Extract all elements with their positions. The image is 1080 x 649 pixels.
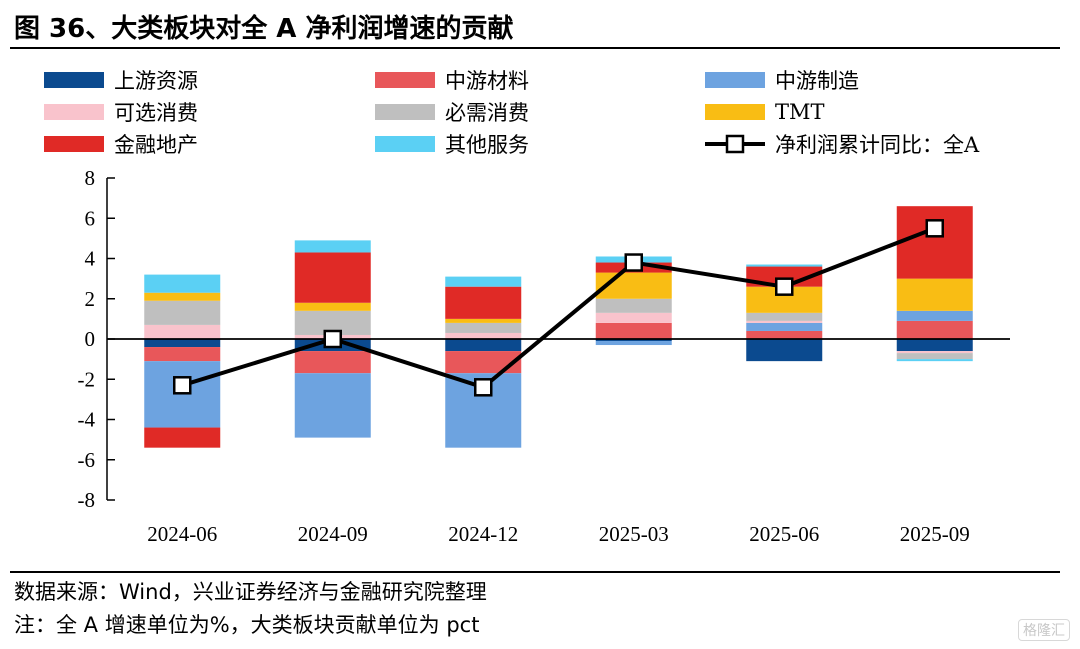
x-tick-label-2025-09: 2025-09	[900, 522, 970, 546]
legend-swatch-services	[375, 136, 435, 152]
legend-label-discretionary: 可选消费	[114, 101, 198, 125]
bar-segment-6-2024-12	[445, 286, 522, 319]
bar-segment-1-2024-09	[294, 351, 371, 374]
bar-segment-7-2024-06	[144, 274, 221, 293]
bar-segment-0-2025-06	[746, 339, 823, 362]
legend-label-services: 其他服务	[445, 133, 529, 157]
bar-segment-3-2024-12	[445, 332, 522, 339]
y-tick-label--4: -4	[78, 408, 96, 432]
legend-label-upstream: 上游资源	[114, 69, 198, 93]
line-point-2024-06	[173, 376, 192, 395]
unit-note: 注：全 A 增速单位为%，大类板块贡献单位为 pct	[14, 613, 480, 637]
bar-segment-3-2025-09	[896, 351, 973, 354]
y-tick-label-4: 4	[85, 247, 96, 271]
legend-swatch-staples	[375, 104, 435, 120]
x-tick-label-2024-12: 2024-12	[448, 522, 518, 546]
legend-line-marker-icon	[705, 134, 765, 154]
x-tick-label-2025-03: 2025-03	[599, 522, 669, 546]
bar-segment-6-2024-09	[294, 252, 371, 303]
legend-item-upstream: 上游资源	[44, 67, 198, 93]
legend-swatch-finance	[44, 136, 104, 152]
legend-label-tmt: TMT	[775, 100, 825, 124]
bar-segment-5-2024-06	[144, 292, 221, 301]
bar-segment-1-2024-06	[144, 347, 221, 362]
line-series	[181, 226, 936, 390]
bar-segment-6-2024-06	[144, 427, 221, 448]
legend-item-discretionary: 可选消费	[44, 99, 198, 125]
legend-swatch-manufacturing	[705, 72, 765, 88]
bar-segment-0-2024-06	[144, 339, 221, 348]
bar-segment-3-2024-06	[144, 324, 221, 339]
watermark-logo: 格隆汇	[1018, 619, 1070, 641]
line-point-2025-06	[775, 277, 794, 296]
bar-segment-7-2024-12	[445, 276, 522, 287]
x-tick-label-2024-06: 2024-06	[147, 522, 217, 546]
bar-segment-6-2025-09	[896, 206, 973, 279]
legend-item-materials: 中游材料	[375, 67, 529, 93]
bar-segment-5-2024-09	[294, 302, 371, 311]
legend-item-tmt: TMT	[705, 99, 825, 125]
legend-item-line: 净利润累计同比：全A	[705, 131, 979, 157]
legend-swatch-upstream	[44, 72, 104, 88]
legend-item-services: 其他服务	[375, 131, 529, 157]
bar-segment-1-2025-03	[595, 322, 672, 339]
bar-segment-0-2024-12	[445, 339, 522, 352]
bar-segment-1-2024-12	[445, 351, 522, 374]
bar-segment-2-2025-03	[595, 341, 672, 346]
bar-segment-2-2024-09	[294, 373, 371, 438]
legend-swatch-materials	[375, 72, 435, 88]
bar-segment-5-2025-09	[896, 278, 973, 311]
legend-label-materials: 中游材料	[445, 69, 529, 93]
bar-segment-4-2024-06	[144, 300, 221, 325]
title-rule	[10, 47, 1060, 49]
y-tick-label-8: 8	[85, 166, 96, 190]
bar-segment-4-2025-09	[896, 353, 973, 360]
line-point-2025-03	[624, 253, 643, 272]
bar-segment-7-2025-09	[896, 359, 973, 362]
legend-label-manufacturing: 中游制造	[775, 69, 859, 93]
source-rule	[10, 571, 1060, 573]
legend-label-line: 净利润累计同比：全A	[775, 133, 980, 157]
legend-swatch-tmt	[705, 104, 765, 120]
bar-segment-1-2025-06	[746, 330, 823, 339]
legend-label-finance: 金融地产	[114, 133, 198, 157]
y-tick-label-0: 0	[85, 327, 96, 351]
bar-segment-4-2025-06	[746, 312, 823, 321]
legend-item-staples: 必需消费	[375, 99, 529, 125]
chart-title: 图 36、大类板块对全 A 净利润增速的贡献	[14, 14, 514, 44]
legend-item-finance: 金融地产	[44, 131, 198, 157]
y-tick-label-2: 2	[85, 287, 96, 311]
y-tick-label--6: -6	[78, 448, 96, 472]
bar-segment-3-2025-06	[746, 320, 823, 323]
x-tick-label-2025-06: 2025-06	[749, 522, 819, 546]
bar-segment-2-2025-09	[896, 310, 973, 321]
legend-label-staples: 必需消费	[445, 101, 529, 125]
bar-segment-5-2024-12	[445, 318, 522, 323]
bar-segment-4-2025-03	[595, 298, 672, 313]
y-tick-label-6: 6	[85, 206, 96, 230]
bar-segment-3-2025-03	[595, 312, 672, 323]
bar-segment-4-2024-12	[445, 322, 522, 333]
line-point-2025-09	[925, 219, 944, 238]
bar-segment-2-2025-06	[746, 322, 823, 331]
bar-segment-1-2025-09	[896, 320, 973, 339]
bar-segment-7-2024-09	[294, 240, 371, 253]
bar-segment-0-2025-09	[896, 339, 973, 352]
legend-swatch-discretionary	[44, 104, 104, 120]
bar-segment-0-2025-03	[595, 339, 672, 342]
line-point-2024-09	[323, 329, 342, 349]
y-tick-label--8: -8	[78, 488, 96, 512]
x-tick-label-2024-09: 2024-09	[298, 522, 368, 546]
line-point-2024-12	[474, 378, 493, 397]
legend-item-manufacturing: 中游制造	[705, 67, 859, 93]
y-tick-label--2: -2	[78, 367, 96, 391]
source-note: 数据来源：Wind，兴业证券经济与金融研究院整理	[14, 580, 487, 604]
bar-segment-7-2025-06	[746, 264, 823, 267]
